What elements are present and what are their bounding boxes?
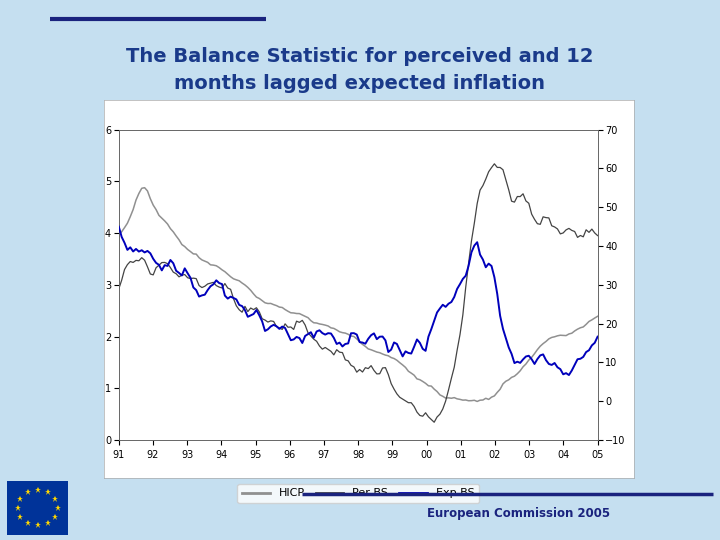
Legend: HICP, Per BS, Exp BS: HICP, Per BS, Exp BS xyxy=(238,484,479,503)
Text: European Commission 2005: European Commission 2005 xyxy=(427,507,610,519)
Text: months lagged expected inflation: months lagged expected inflation xyxy=(174,74,546,93)
Text: The Balance Statistic for perceived and 12: The Balance Statistic for perceived and … xyxy=(126,47,594,66)
